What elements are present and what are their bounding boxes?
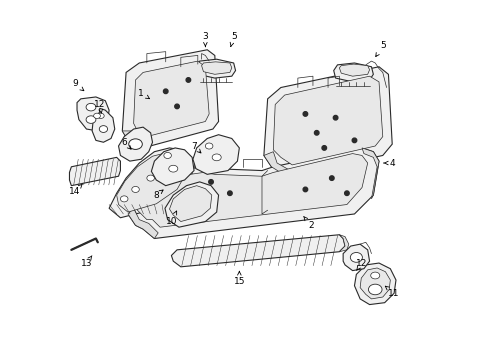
Polygon shape: [196, 59, 236, 78]
Polygon shape: [360, 268, 391, 299]
Ellipse shape: [121, 196, 128, 202]
Polygon shape: [117, 152, 187, 212]
Polygon shape: [340, 64, 369, 76]
Text: 1: 1: [138, 89, 149, 99]
Text: 5: 5: [230, 32, 237, 46]
Ellipse shape: [86, 116, 96, 123]
Circle shape: [209, 180, 213, 184]
Ellipse shape: [368, 284, 382, 295]
Text: 11: 11: [385, 286, 400, 298]
Polygon shape: [128, 148, 379, 239]
Text: 7: 7: [191, 141, 201, 153]
Text: 10: 10: [166, 211, 177, 226]
Circle shape: [330, 176, 334, 180]
Text: 6: 6: [122, 138, 131, 149]
Ellipse shape: [86, 103, 96, 111]
Text: 3: 3: [202, 32, 208, 47]
Text: 9: 9: [72, 79, 84, 91]
Ellipse shape: [212, 154, 221, 161]
Text: 13: 13: [81, 256, 92, 267]
Polygon shape: [122, 131, 147, 148]
Polygon shape: [77, 97, 109, 131]
Polygon shape: [343, 244, 369, 271]
Circle shape: [322, 146, 326, 150]
Circle shape: [344, 191, 349, 195]
Text: 5: 5: [376, 41, 386, 57]
Ellipse shape: [132, 186, 139, 193]
Text: 14: 14: [70, 184, 82, 196]
Polygon shape: [193, 135, 239, 174]
Polygon shape: [151, 148, 194, 186]
Ellipse shape: [164, 164, 171, 170]
Circle shape: [164, 89, 168, 94]
Ellipse shape: [129, 139, 142, 149]
Ellipse shape: [147, 175, 154, 181]
Ellipse shape: [196, 190, 203, 196]
Polygon shape: [273, 76, 383, 165]
Polygon shape: [264, 152, 290, 176]
Text: 12: 12: [94, 100, 105, 113]
Polygon shape: [362, 148, 379, 199]
Ellipse shape: [205, 143, 213, 149]
Circle shape: [190, 191, 195, 195]
Text: 4: 4: [384, 158, 395, 167]
Ellipse shape: [164, 152, 171, 158]
Polygon shape: [354, 263, 396, 305]
Polygon shape: [128, 208, 158, 239]
Circle shape: [303, 187, 308, 192]
Circle shape: [228, 191, 232, 195]
Text: 12: 12: [356, 258, 368, 270]
Ellipse shape: [350, 252, 363, 262]
Circle shape: [186, 78, 191, 82]
Polygon shape: [334, 63, 373, 82]
Ellipse shape: [188, 205, 196, 212]
Ellipse shape: [99, 126, 108, 132]
Text: 15: 15: [234, 271, 245, 287]
Polygon shape: [119, 127, 152, 161]
Circle shape: [352, 138, 357, 143]
Ellipse shape: [94, 113, 100, 118]
Text: 2: 2: [304, 216, 314, 230]
Polygon shape: [165, 182, 219, 227]
Polygon shape: [109, 148, 192, 218]
Polygon shape: [172, 235, 345, 267]
Ellipse shape: [371, 272, 380, 279]
Polygon shape: [92, 108, 115, 142]
Circle shape: [175, 104, 179, 109]
Polygon shape: [201, 62, 232, 74]
Polygon shape: [340, 235, 349, 252]
Ellipse shape: [98, 113, 104, 118]
Ellipse shape: [169, 165, 178, 172]
Polygon shape: [134, 61, 209, 136]
Polygon shape: [264, 67, 392, 176]
Circle shape: [315, 131, 319, 135]
Circle shape: [303, 112, 308, 116]
Polygon shape: [170, 186, 212, 221]
Text: 8: 8: [153, 190, 163, 199]
Polygon shape: [137, 154, 368, 227]
Polygon shape: [122, 50, 219, 148]
Circle shape: [333, 116, 338, 120]
Polygon shape: [70, 157, 121, 186]
